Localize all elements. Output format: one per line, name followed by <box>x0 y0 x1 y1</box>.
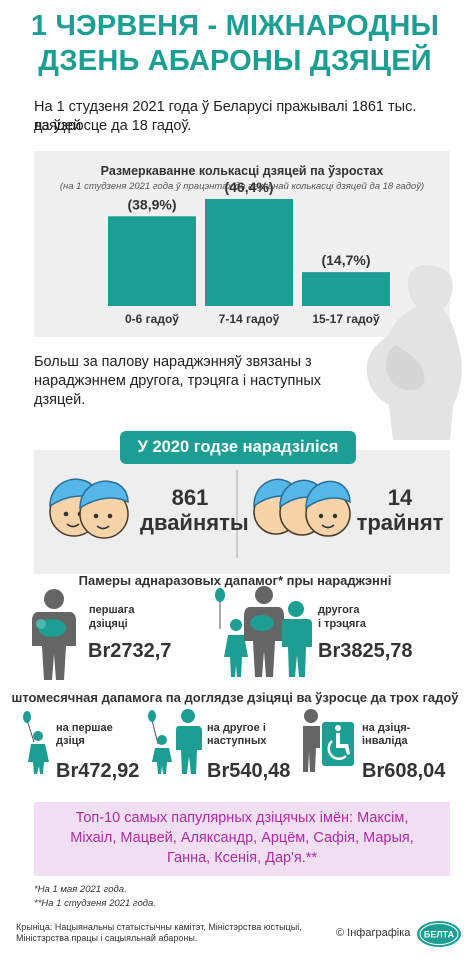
bar-value-label-0: (38,9%) <box>127 196 176 212</box>
chart-subtitle: (на 1 студзеня 2021 года ў працэнтах да … <box>59 181 425 192</box>
second-child-amount: Br3825,78 <box>318 640 413 662</box>
twins-count: 861 <box>171 485 209 510</box>
triplets-faces-icon <box>253 478 351 537</box>
first-child-label1: першага <box>89 604 135 616</box>
one-time-title: Памеры аднаразовых дапамог* пры нараджэн… <box>78 573 392 588</box>
pregnant-woman-icon <box>366 265 462 440</box>
category-label-0: 0-6 гадоў <box>125 312 179 326</box>
intro-line1: На 1 студзеня 2021 года ў Беларусі пражы… <box>34 99 417 134</box>
monthly-second-label2: наступных <box>207 735 267 747</box>
monthly-title: штомесячная дапамога па доглядзе дзіцяці… <box>11 690 459 705</box>
mother-with-baby-icon <box>32 589 76 680</box>
monthly-first-label2: дзіця <box>56 735 85 747</box>
chart-plot: (38,9%) 0-6 гадоў (46,4%) 7-14 гадоў (14,7%)… <box>108 179 390 326</box>
children-group-icon <box>148 709 202 774</box>
monthly-second-label1: на другое і <box>207 722 266 734</box>
family-with-children-icon <box>215 586 312 677</box>
monthly-disabled-label2: інваліда <box>362 735 408 747</box>
triplets-count: 14 <box>387 485 413 510</box>
monthly-second-amount: Br540,48 <box>207 760 291 782</box>
names-line2: Міхаіл, Мацвей, Аляксандр, Арцём, Сафія,… <box>70 830 414 846</box>
names-line1: Топ-10 самых папулярных дзіцячых імён: М… <box>75 810 409 826</box>
twins-faces-icon <box>49 478 129 539</box>
source-note: Крыніца: Нацыянальны статыстычны камітэт… <box>16 922 336 944</box>
pregnancy-line1: Больш за палову нараджэнняў звязаны з <box>34 354 312 370</box>
bar-value-label-2: (14,7%) <box>321 252 370 268</box>
first-child-amount: Br2732,7 <box>88 640 172 662</box>
bar-1 <box>205 199 293 306</box>
pregnancy-line2: нараджэннем другога, трэцяга і наступных <box>34 373 322 389</box>
chart-title: Размеркаванне колькасці дзяцей па ўзрост… <box>100 164 384 178</box>
pregnancy-line3: дзяцей. <box>34 392 86 408</box>
source-line2: Міністэрства працы і сацыяльнай абароны. <box>16 933 198 943</box>
footnote-1: *На 1 мая 2021 года. <box>34 884 127 895</box>
category-label-1: 7-14 гадоў <box>219 312 280 326</box>
belta-logo: БЕЛТА <box>417 921 461 947</box>
child-with-balloon-icon <box>23 711 49 774</box>
popular-names-panel: Топ-10 самых папулярных дзіцячых імён: М… <box>34 802 450 876</box>
category-label-2: 15-17 гадоў <box>312 312 380 326</box>
first-child-label2: дзіцяці <box>89 618 128 630</box>
triplets-label: трайнят <box>356 510 444 535</box>
bar-0 <box>108 216 196 306</box>
names-line3: Ганна, Ксенія, Дар'я.** <box>166 850 318 866</box>
page-title-line1: 1 ЧЭРВЕНЯ - МІЖНАРОДНЫ <box>30 10 440 42</box>
births-banner: У 2020 годзе нарадзіліся <box>120 431 356 464</box>
monthly-disabled-amount: Br608,04 <box>362 760 446 782</box>
pregnancy-note: Больш за палову нараджэнняў звязаны з на… <box>34 353 354 410</box>
footnote-2: **На 1 студзеня 2021 года. <box>34 898 156 909</box>
second-child-label2: і трэцяга <box>318 618 367 630</box>
page-title-line2: ДЗЕНЬ АБАРОНЫ ДЗЯЦЕЙ <box>38 45 432 77</box>
infographic-credit: © Інфаграфіка <box>336 927 411 939</box>
age-distribution-chart: Размеркаванне колькасці дзяцей па ўзрост… <box>34 151 450 337</box>
monthly-first-label1: на першае <box>56 722 113 734</box>
monthly-first-amount: Br472,92 <box>56 760 140 782</box>
monthly-disabled-label1: на дзіця- <box>362 722 411 734</box>
disabled-child-icon <box>303 709 354 772</box>
source-line1: Крыніца: Нацыянальны статыстычны камітэт… <box>16 922 302 932</box>
births-divider <box>236 470 238 558</box>
logo-text: БЕЛТА <box>424 930 455 940</box>
intro-line2: ва ўзросце да 18 гадоў. <box>34 118 192 134</box>
twins-label: двайняты <box>140 510 249 535</box>
bar-value-label-1: (46,4%) <box>224 179 273 195</box>
bar-2 <box>302 272 390 306</box>
second-child-label1: другога <box>318 604 360 616</box>
